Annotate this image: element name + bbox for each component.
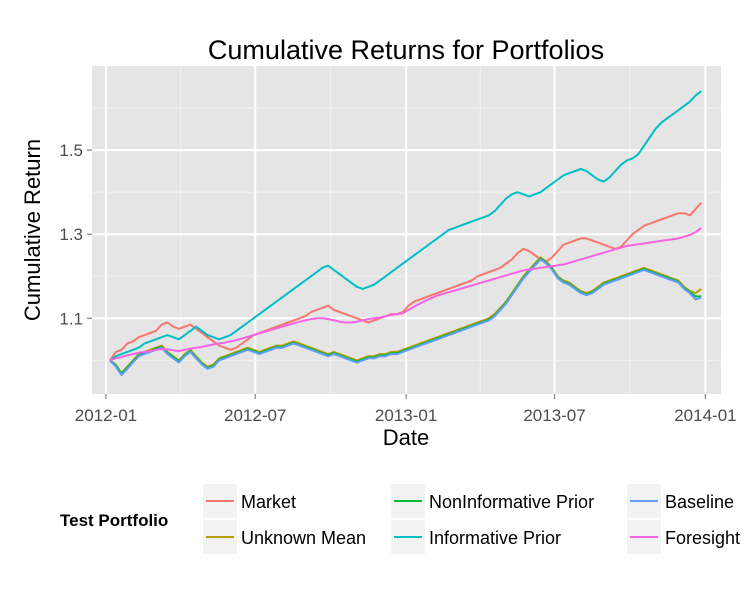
series-line-foresight [109, 227, 702, 362]
x-tick-label: 2014-01 [674, 406, 736, 425]
x-tick-label: 2012-07 [224, 406, 286, 425]
legend-label-foresight: Foresight [665, 528, 740, 548]
y-tick-label: 1.1 [59, 309, 83, 328]
series-line-informative-prior [109, 90, 702, 362]
y-tick-label: 1.3 [59, 225, 83, 244]
grid [92, 66, 721, 394]
legend-title: Test Portfolio [60, 511, 168, 530]
legend-label-noninformative-prior: NonInformative Prior [429, 492, 594, 512]
legend: Market NonInformative Prior Baseline Unknow… [203, 484, 740, 554]
y-axis-label: Cumulative Return [20, 139, 45, 321]
y-tick-label: 1.5 [59, 141, 83, 160]
series-line-market [109, 202, 703, 361]
x-tick-label: 2013-01 [375, 406, 437, 425]
legend-label-baseline: Baseline [665, 492, 734, 512]
x-tick-label: 2013-07 [523, 406, 585, 425]
x-tick-label: 2012-01 [75, 406, 137, 425]
legend-label-unknown-mean: Unknown Mean [241, 528, 366, 548]
chart-title: Cumulative Returns for Portfolios [208, 35, 604, 65]
legend-label-informative-prior: Informative Prior [429, 528, 561, 548]
x-axis-label: Date [383, 425, 429, 450]
legend-label-market: Market [241, 492, 296, 512]
series-line-baseline [109, 258, 702, 377]
axes: 2012-01 2012-07 2013-01 2013-07 2014-01 1.1 1.… [59, 141, 736, 425]
series-lines [109, 90, 703, 377]
